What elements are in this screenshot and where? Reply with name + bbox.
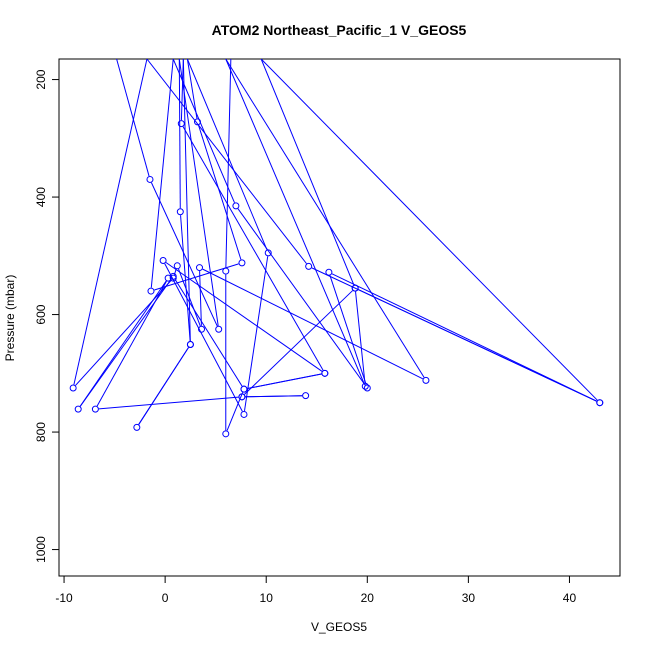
series-segment [245, 395, 303, 398]
series-segment [247, 373, 322, 389]
data-point [305, 262, 313, 270]
data-point [159, 257, 167, 265]
series-segment [225, 59, 232, 268]
series-segment [186, 59, 268, 250]
series-segment [237, 208, 366, 386]
series-segment [146, 59, 307, 264]
series-segment [186, 59, 198, 119]
data-point [238, 259, 246, 267]
x-tick-label: 20 [361, 591, 375, 605]
series-segment [165, 262, 323, 372]
series-segment [79, 280, 167, 407]
chart-title: ATOM2 Northeast_Pacific_1 V_GEOS5 [212, 22, 467, 38]
data-point [198, 325, 206, 333]
series-segment [150, 182, 218, 327]
series-segment [329, 275, 367, 385]
data-point [169, 272, 177, 280]
data-point [177, 120, 185, 128]
series-segment [331, 273, 597, 402]
data-point [351, 284, 359, 292]
data-point [238, 393, 246, 401]
series-segment [198, 125, 242, 260]
series-segment [178, 268, 201, 327]
series-segment [73, 59, 148, 385]
series-segment [180, 59, 184, 121]
series-segment [178, 59, 219, 326]
data-point [215, 325, 223, 333]
series-segment [355, 291, 366, 383]
series-segment [225, 59, 425, 378]
series-segment [225, 59, 365, 384]
data-point [240, 385, 248, 393]
series-segment [116, 59, 150, 177]
series-segment [180, 215, 191, 342]
y-tick-label: 1000 [34, 536, 48, 563]
data-point [422, 376, 430, 384]
y-tick-label: 200 [34, 69, 48, 89]
data-point [147, 287, 155, 295]
series-segment [172, 59, 235, 203]
series-segment [244, 256, 269, 412]
data-point [325, 268, 333, 276]
x-tick-label: 30 [462, 591, 476, 605]
data-point [361, 382, 369, 390]
series-segment [98, 396, 239, 410]
x-tick-label: 40 [563, 591, 577, 605]
series-segment [260, 59, 355, 286]
y-axis-label: Pressure (mbar) [3, 275, 17, 362]
data-point [176, 208, 184, 216]
series-segment [79, 278, 172, 407]
data-point [363, 384, 371, 392]
series-segment [178, 59, 181, 209]
data-point [196, 264, 204, 272]
x-tick-label: 10 [260, 591, 274, 605]
data-point [222, 267, 230, 275]
series-segment [244, 290, 353, 395]
data-point [173, 262, 181, 270]
series-segment [199, 271, 202, 326]
series-segment [260, 59, 598, 401]
series-segment [202, 268, 424, 380]
x-axis-label: V_GEOS5 [311, 620, 367, 634]
series-segment [164, 263, 243, 412]
data-point [302, 392, 310, 400]
data-point [91, 405, 99, 413]
data-point [321, 369, 329, 377]
x-tick-label: 0 [162, 591, 169, 605]
data-point [232, 202, 240, 210]
data-point [222, 430, 230, 438]
data-point [74, 405, 82, 413]
y-tick-label: 400 [34, 187, 48, 207]
data-point [146, 175, 154, 183]
series-segment [182, 59, 191, 342]
y-tick-label: 600 [34, 304, 48, 324]
data-point [240, 410, 248, 418]
y-axis: 200 400 600 800 1000 [34, 69, 60, 563]
data-point [596, 399, 604, 407]
series-segment [358, 289, 597, 402]
data-point [69, 384, 77, 392]
data-point [186, 341, 194, 349]
series-layer [69, 59, 604, 438]
data-point [264, 249, 272, 257]
series-segment [174, 279, 243, 387]
y-tick-label: 800 [34, 422, 48, 442]
x-tick-label: -10 [55, 591, 73, 605]
data-point [133, 423, 141, 431]
x-axis: -10 0 10 20 30 40 [55, 575, 577, 605]
data-point [193, 118, 201, 126]
series-segment [182, 126, 324, 371]
series-segment [138, 347, 189, 425]
series-segment [150, 59, 174, 288]
